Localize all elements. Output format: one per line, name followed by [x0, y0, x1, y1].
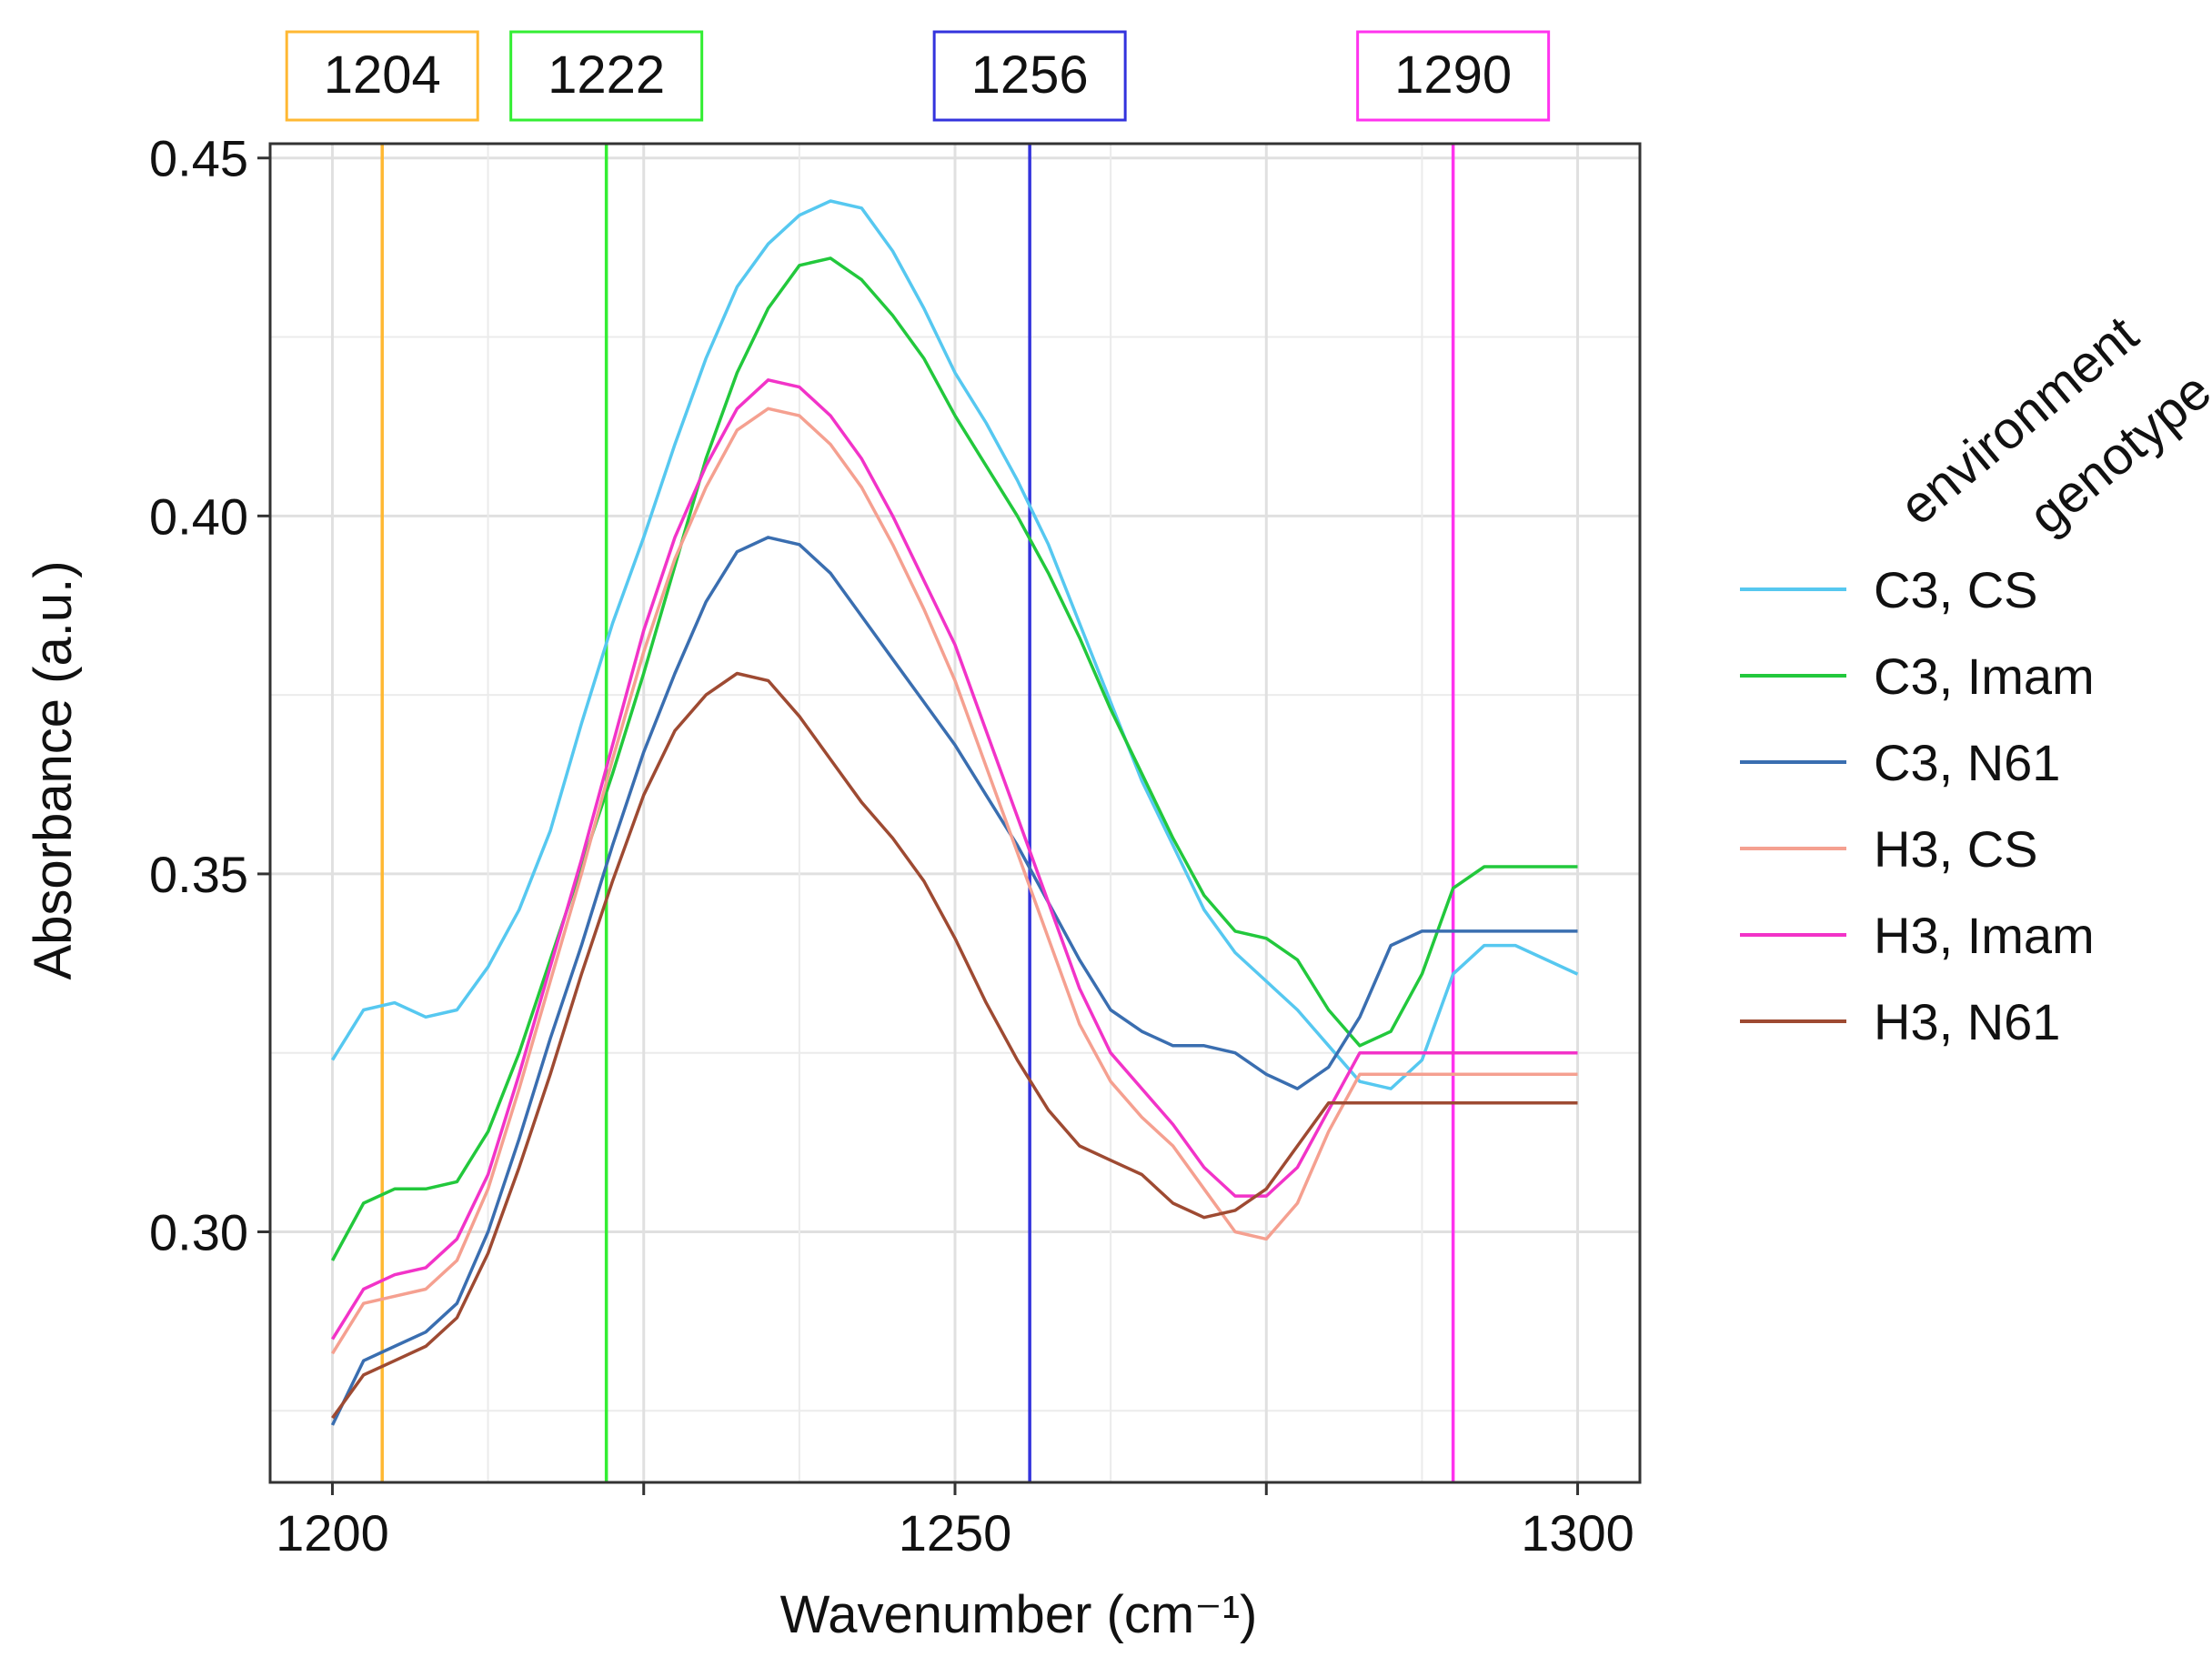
- y-axis-title: Absorbance (a.u.): [24, 560, 83, 979]
- x-axis-title: Wavenumber (cm⁻¹): [780, 1585, 1258, 1644]
- series-line-h3-imam: [331, 378, 1578, 1341]
- marker-label-1290: 1290: [1394, 45, 1512, 105]
- series-line-h3-n61: [331, 671, 1578, 1420]
- x-tick-label: 1300: [1521, 1504, 1634, 1562]
- marker-label-box-1290: [1356, 30, 1551, 122]
- y-tick-label: 0.45: [149, 130, 248, 187]
- marker-label-box-1256: [932, 30, 1127, 122]
- marker-label-1256: 1256: [971, 45, 1089, 105]
- series-line-c3-cs: [331, 199, 1579, 1090]
- legend-label: C3, CS: [1874, 561, 2038, 618]
- axes: 0.30 0.35 0.40 0.45 1200 1250 1300: [149, 130, 1634, 1562]
- marker-label-1204: 1204: [324, 45, 441, 105]
- marker-label-1222: 1222: [548, 45, 665, 105]
- legend-label: H3, Imam: [1874, 907, 2095, 964]
- marker-label-box-1204: [285, 30, 479, 122]
- series-line-h3-cs: [331, 407, 1578, 1355]
- vertical-marker-labels: 1204 1222 1256 1290: [285, 30, 1551, 122]
- y-tick-label: 0.35: [149, 846, 248, 903]
- series-lines: [330, 199, 1579, 1426]
- series-line-c3-n61: [330, 536, 1578, 1426]
- legend-label: H3, N61: [1874, 993, 2060, 1050]
- legend-label: H3, CS: [1874, 820, 2038, 878]
- marker-label-box-1222: [509, 30, 704, 122]
- y-tick-label: 0.30: [149, 1203, 248, 1260]
- x-tick-label: 1250: [899, 1504, 1012, 1562]
- vertical-marker-lines: [380, 144, 1455, 1482]
- y-tick-label: 0.40: [149, 487, 248, 545]
- legend-label: C3, N61: [1874, 734, 2060, 791]
- legend-label: C3, Imam: [1874, 648, 2095, 705]
- x-tick-label: 1200: [276, 1504, 389, 1562]
- series-line-c3-imam: [330, 256, 1578, 1261]
